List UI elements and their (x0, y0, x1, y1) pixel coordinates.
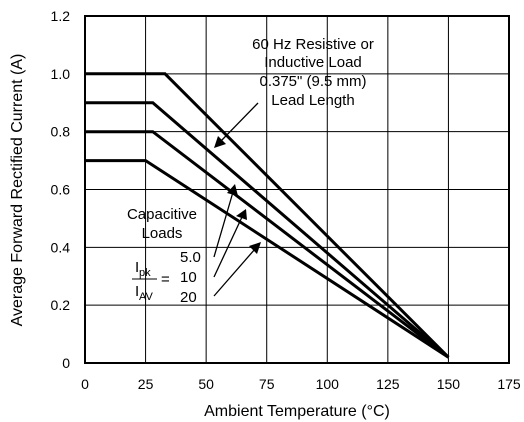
load-annotation-line-4: Lead Length (271, 92, 354, 109)
x-axis-title: Ambient Temperature (°C) (204, 403, 390, 420)
series-label-5: 5.0 (180, 249, 201, 266)
x-tick-label: 75 (259, 376, 275, 392)
ratio-denominator: I (135, 283, 139, 300)
y-tick-labels: 0 0.2 0.4 0.6 0.8 1.0 1.2 (51, 8, 71, 371)
x-tick-label: 175 (497, 376, 521, 392)
x-tick-label: 100 (316, 376, 340, 392)
capacitive-label-line-2: Loads (142, 225, 183, 242)
arrowhead-load (214, 136, 226, 148)
leader-lines (213, 102, 259, 297)
y-tick-label: 1.0 (51, 66, 71, 82)
y-tick-label: 1.2 (51, 8, 71, 24)
y-tick-label: 0.2 (51, 297, 71, 313)
y-tick-label: 0.6 (51, 182, 71, 198)
x-tick-label: 150 (437, 376, 461, 392)
leader-line-5 (213, 191, 234, 258)
x-tick-label: 125 (376, 376, 400, 392)
plot-frame (84, 15, 510, 364)
leader-arrowheads (214, 136, 261, 254)
x-tick-label: 0 (81, 376, 89, 392)
leader-line-10 (213, 216, 243, 278)
arrowhead-20 (249, 242, 261, 254)
x-tick-label: 50 (198, 376, 214, 392)
arrowhead-5 (227, 184, 238, 196)
load-annotation-line-3: 0.375" (9.5 mm) (259, 73, 366, 90)
arrowhead-10 (236, 209, 247, 220)
load-annotation: 60 Hz Resistive or Inductive Load 0.375"… (252, 36, 374, 109)
y-axis-title: Average Forward Rectified Current (A) (9, 54, 26, 327)
capacitive-label-line-1: Capacitive (127, 206, 197, 223)
load-annotation-line-2: Inductive Load (264, 54, 362, 71)
ratio-numerator: I (135, 259, 139, 276)
capacitive-annotation: Capacitive Loads I pk I AV = 5.0 10 20 (127, 206, 201, 306)
series-line-3 (85, 130, 450, 359)
y-tick-label: 0.8 (51, 124, 71, 140)
series-lines (85, 72, 450, 359)
leader-line-20 (213, 248, 256, 297)
load-annotation-line-1: 60 Hz Resistive or (252, 36, 374, 53)
x-tick-label: 25 (138, 376, 154, 392)
series-line-4 (85, 159, 450, 359)
series-label-10: 10 (180, 269, 197, 286)
y-tick-label: 0 (62, 355, 70, 371)
ratio-denominator-subscript: AV (139, 291, 154, 303)
series-line-2 (85, 101, 450, 359)
x-tick-labels: 0 25 50 75 100 125 150 175 (81, 376, 521, 392)
y-tick-label: 0.4 (51, 239, 71, 255)
ratio-numerator-subscript: pk (139, 267, 151, 279)
leader-line-load (219, 102, 259, 143)
ratio-equals: = (161, 271, 170, 288)
series-label-20: 20 (180, 289, 197, 306)
series-line-1 (85, 72, 450, 359)
